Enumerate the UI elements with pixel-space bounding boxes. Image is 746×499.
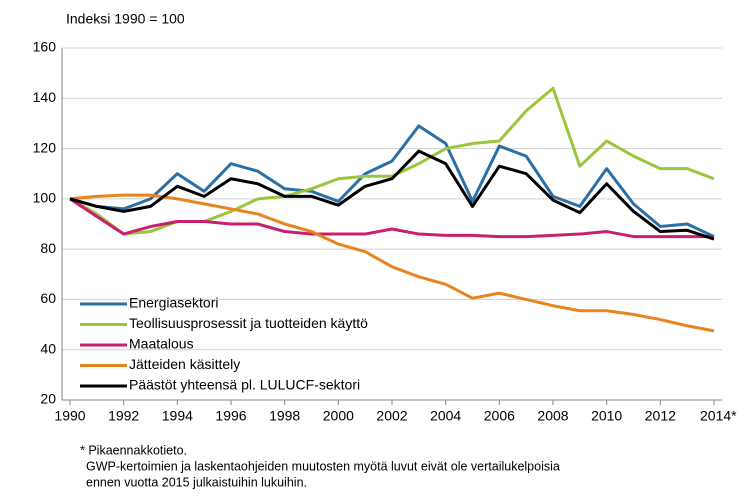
footnote: * Pikaennakkotieto. (80, 443, 187, 457)
series-line (69, 149, 715, 241)
y-tick-label: 160 (33, 39, 57, 55)
x-tick-label: 1990 (54, 408, 85, 424)
y-tick-label: 80 (40, 240, 56, 256)
x-tick-label: 2000 (323, 408, 354, 424)
legend-label: Päästöt yhteensä pl. LULUCF-sektori (129, 377, 360, 393)
x-tick-label: 1992 (108, 408, 139, 424)
series-line (69, 197, 714, 239)
x-tick-label: 2002 (376, 408, 407, 424)
x-tick-label: 1998 (269, 408, 300, 424)
x-tick-label: 2012 (645, 408, 676, 424)
footnote: ennen vuotta 2015 julkaistuihin lukuihin… (86, 475, 307, 489)
x-tick-label: 1994 (162, 408, 193, 424)
y-tick-label: 20 (40, 391, 56, 407)
y-tick-label: 100 (33, 190, 57, 206)
y-tick-label: 140 (33, 89, 57, 105)
legend-label: Teollisuusprosessit ja tuotteiden käyttö (129, 315, 368, 331)
y-tick-label: 60 (40, 290, 56, 306)
legend-label: Energiasektori (129, 295, 219, 311)
x-tick-label: 1996 (215, 408, 246, 424)
y-tick-label: 40 (40, 340, 56, 356)
footnote: GWP-kertoimien ja laskentaohjeiden muuto… (86, 459, 560, 473)
series-line (69, 193, 715, 333)
x-tick-label: 2010 (591, 408, 622, 424)
x-tick-label: 2006 (484, 408, 515, 424)
y-tick-label: 120 (33, 139, 57, 155)
legend-label: Maatalous (129, 336, 194, 352)
chart-title: Indeksi 1990 = 100 (66, 11, 185, 27)
x-tick-label: 2004 (430, 408, 461, 424)
x-tick-label: 2014* (700, 408, 737, 424)
legend-label: Jätteiden käsittely (129, 356, 240, 372)
x-tick-label: 2008 (537, 408, 568, 424)
series-line (69, 124, 715, 238)
